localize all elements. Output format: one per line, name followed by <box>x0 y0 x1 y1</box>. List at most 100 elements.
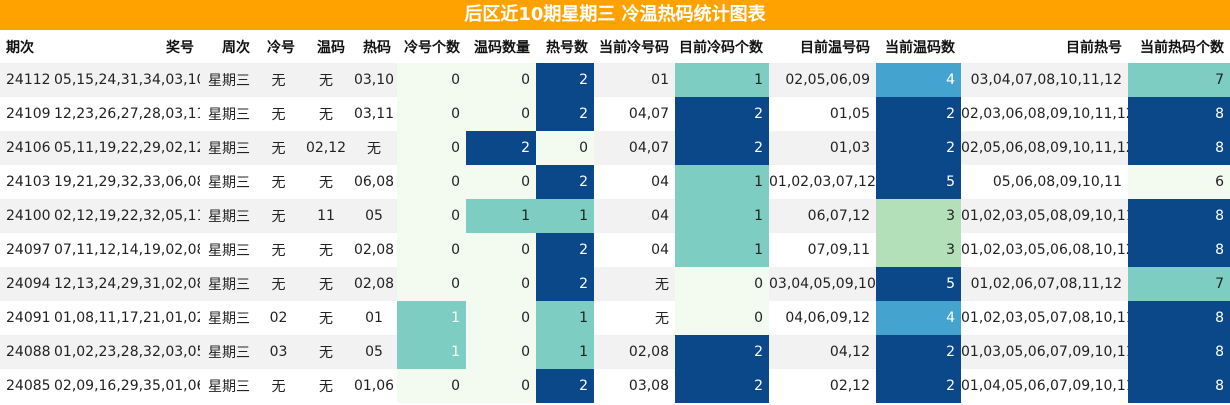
count-cell: 2 <box>536 165 594 199</box>
count-cell: 2 <box>675 97 769 131</box>
count-cell: 0 <box>466 335 536 369</box>
table-cell: 01,02,03,05,07,08,10,11 <box>961 301 1128 335</box>
table-cell: 星期三 <box>200 165 256 199</box>
table-cell: 01,05 <box>769 97 876 131</box>
table-row: 24103 19,21,29,32,33,06,08 星期三无无 06,08 0 0 2 04… <box>0 165 1230 199</box>
table-cell: 无 <box>256 97 301 131</box>
table-cell: 02,03,06,08,09,10,11,12 <box>961 97 1128 131</box>
table-cell: 无 <box>301 267 351 301</box>
table-cell: 03,04,05,09,10 <box>769 267 876 301</box>
table-cell: 星期三 <box>200 97 256 131</box>
column-header: 当前热码个数 <box>1128 30 1230 63</box>
table-cell: 04,07 <box>594 131 675 165</box>
table-cell: 12,23,26,27,28,03,11 <box>54 97 200 131</box>
table-cell: 02,08 <box>351 233 397 267</box>
table-cell: 05 <box>351 199 397 233</box>
count-cell: 2 <box>876 131 961 165</box>
table-cell: 24103 <box>0 165 54 199</box>
table-cell: 02,08 <box>351 267 397 301</box>
count-cell: 1 <box>536 335 594 369</box>
table-cell: 05,15,24,31,34,03,10 <box>54 63 200 97</box>
column-header: 温码数量 <box>466 30 536 63</box>
table-cell: 无 <box>256 165 301 199</box>
count-cell: 2 <box>536 233 594 267</box>
table-cell: 02,08 <box>594 335 675 369</box>
table-cell: 04,06,09,12 <box>769 301 876 335</box>
column-header: 当前冷号码 <box>594 30 675 63</box>
count-cell: 1 <box>675 165 769 199</box>
count-cell: 0 <box>675 267 769 301</box>
table-cell: 24088 <box>0 335 54 369</box>
count-cell: 8 <box>1128 335 1230 369</box>
table-cell: 02,12 <box>301 131 351 165</box>
table-row: 24109 12,23,26,27,28,03,11 星期三无无 03,11 0 0 2 04… <box>0 97 1230 131</box>
table-cell: 01 <box>351 301 397 335</box>
table-cell: 02,12,19,22,32,05,11 <box>54 199 200 233</box>
count-cell: 8 <box>1128 301 1230 335</box>
column-header: 目前温号码 <box>769 30 876 63</box>
table-cell: 无 <box>256 131 301 165</box>
table-cell: 24100 <box>0 199 54 233</box>
column-header: 目前冷码个数 <box>675 30 769 63</box>
table-cell: 03 <box>256 335 301 369</box>
count-cell: 8 <box>1128 369 1230 403</box>
column-header: 周次 <box>200 30 256 63</box>
table-cell: 24097 <box>0 233 54 267</box>
table-cell: 无 <box>301 233 351 267</box>
count-cell: 2 <box>675 131 769 165</box>
count-cell: 6 <box>1128 165 1230 199</box>
table-cell: 24085 <box>0 369 54 403</box>
chart-title: 后区近10期星期三 冷温热码统计图表 <box>0 0 1230 30</box>
table-cell: 05 <box>351 335 397 369</box>
count-cell: 0 <box>466 63 536 97</box>
header-row: 期次 奖号 周次 冷号 温码 热码 冷号个数 温码数量 热号数 当前冷号码 目前冷码个数 目前温号码当… <box>0 30 1230 63</box>
count-cell: 1 <box>536 199 594 233</box>
column-header: 期次 <box>0 30 54 63</box>
table-cell: 无 <box>301 165 351 199</box>
table-cell: 04 <box>594 165 675 199</box>
table-cell: 01,02,03,07,12 <box>769 165 876 199</box>
table-cell: 24109 <box>0 97 54 131</box>
table-cell: 01,02,03,05,06,08,10,12 <box>961 233 1128 267</box>
table-cell: 星期三 <box>200 63 256 97</box>
count-cell: 0 <box>466 165 536 199</box>
table-row: 24094 12,13,24,29,31,02,08 星期三无无 02,08 0 0 2 无 0… <box>0 267 1230 301</box>
count-cell: 2 <box>876 97 961 131</box>
count-cell: 4 <box>876 63 961 97</box>
count-cell: 0 <box>397 97 466 131</box>
table-cell: 无 <box>256 267 301 301</box>
table-cell: 无 <box>594 301 675 335</box>
count-cell: 8 <box>1128 97 1230 131</box>
count-cell: 7 <box>1128 267 1230 301</box>
table-cell: 02 <box>256 301 301 335</box>
table-cell: 无 <box>301 369 351 403</box>
count-cell: 2 <box>536 369 594 403</box>
count-cell: 2 <box>536 97 594 131</box>
table-cell: 星期三 <box>200 233 256 267</box>
count-cell: 0 <box>466 369 536 403</box>
table-body: 24112 05,15,24,31,34,03,10 星期三无无 03,10 0 0 2 01… <box>0 63 1230 403</box>
table-cell: 无 <box>301 63 351 97</box>
count-cell: 2 <box>675 335 769 369</box>
stats-table: 期次 奖号 周次 冷号 温码 热码 冷号个数 温码数量 热号数 当前冷号码 目前冷码个数 目前温号码当… <box>0 30 1230 403</box>
count-cell: 5 <box>876 165 961 199</box>
column-header: 冷号 <box>256 30 301 63</box>
table-cell: 01,02,23,28,32,03,05 <box>54 335 200 369</box>
table-cell: 03,11 <box>351 97 397 131</box>
table-cell: 06,08 <box>351 165 397 199</box>
table-cell: 24106 <box>0 131 54 165</box>
table-cell: 07,11,12,14,19,02,08 <box>54 233 200 267</box>
table-cell: 无 <box>256 369 301 403</box>
table-cell: 01,02,03,05,08,09,10,11 <box>961 199 1128 233</box>
table-cell: 04 <box>594 199 675 233</box>
table-cell: 星期三 <box>200 131 256 165</box>
table-cell: 04,07 <box>594 97 675 131</box>
count-cell: 1 <box>466 199 536 233</box>
table-cell: 无 <box>301 335 351 369</box>
table-cell: 星期三 <box>200 301 256 335</box>
count-cell: 0 <box>466 267 536 301</box>
table-row: 24112 05,15,24,31,34,03,10 星期三无无 03,10 0 0 2 01… <box>0 63 1230 97</box>
table-cell: 无 <box>301 301 351 335</box>
count-cell: 2 <box>876 335 961 369</box>
table-cell: 11 <box>301 199 351 233</box>
